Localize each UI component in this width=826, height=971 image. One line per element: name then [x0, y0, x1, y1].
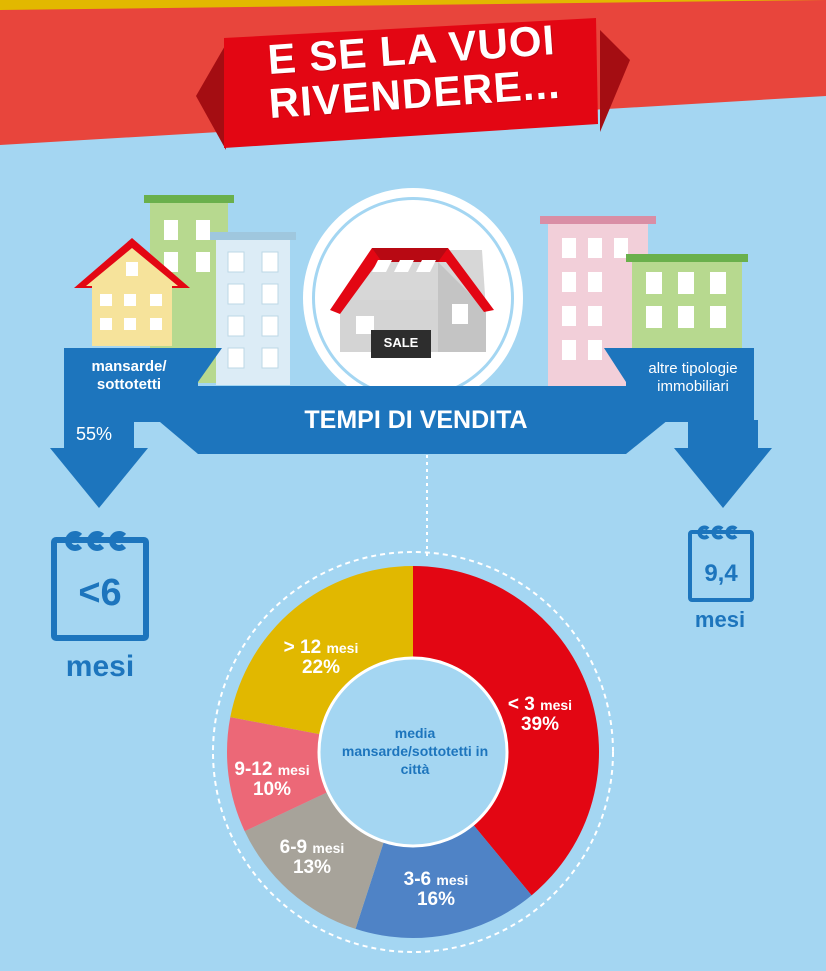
top-banner	[0, 0, 826, 150]
slice-percent: 13%	[292, 857, 332, 878]
right-calendar-icon	[688, 525, 754, 602]
slice-percent: 22%	[301, 657, 341, 678]
donut-outer-dashed-ring	[212, 551, 614, 953]
sale-house-illustration	[303, 188, 523, 408]
left-calendar-unit: mesi	[65, 650, 135, 683]
left-category-label: mansarde/ sottotetti	[91, 358, 167, 393]
donut-slice	[244, 792, 384, 929]
slice-percent: 16%	[416, 889, 456, 910]
slice-unit: mesi	[326, 640, 359, 656]
band-title: TEMPI DI VENDITA	[304, 406, 528, 434]
sale-sign	[371, 330, 431, 358]
left-calendar-icon	[51, 531, 149, 641]
slice-unit: mesi	[540, 697, 573, 713]
slice-range: < 3	[507, 694, 541, 715]
slice-unit: mesi	[277, 762, 310, 778]
right-arrow	[674, 448, 772, 508]
donut-chart	[227, 566, 599, 938]
donut-slice	[227, 717, 328, 832]
left-percent-label: 55%	[76, 424, 113, 444]
slice-range: 6-9	[279, 837, 313, 858]
donut-slice	[230, 566, 413, 735]
right-category-label: altre tipologie immobiliari	[648, 360, 738, 395]
slice-label: 6-9 mesi 13%	[257, 838, 367, 878]
slice-label: < 3 mesi 39%	[485, 695, 595, 735]
slice-range: 9-12	[234, 759, 278, 780]
slice-label: > 12 mesi 22%	[266, 638, 376, 678]
right-buildings-illustration	[540, 216, 748, 386]
slice-percent: 10%	[252, 779, 292, 800]
left-arrow	[50, 448, 148, 508]
slice-range: 3-6	[403, 869, 437, 890]
donut-center-label: media mansarde/sottotetti in città	[341, 725, 489, 777]
right-calendar-value: 9,4	[704, 560, 738, 587]
slice-range: > 12	[283, 637, 327, 658]
donut-slice	[355, 824, 532, 938]
slice-unit: mesi	[312, 840, 345, 856]
donut-hole	[317, 656, 509, 848]
sale-sign-label: SALE	[383, 335, 419, 350]
slice-label: 3-6 mesi 16%	[381, 870, 491, 910]
slice-percent: 39%	[520, 714, 560, 735]
right-calendar-unit: mesi	[694, 607, 746, 632]
left-calendar-value: <6	[78, 572, 122, 614]
slice-unit: mesi	[436, 872, 469, 888]
slice-label: 9-12 mesi 10%	[217, 760, 327, 800]
title-ribbon	[224, 18, 598, 148]
sales-time-band	[50, 348, 772, 508]
